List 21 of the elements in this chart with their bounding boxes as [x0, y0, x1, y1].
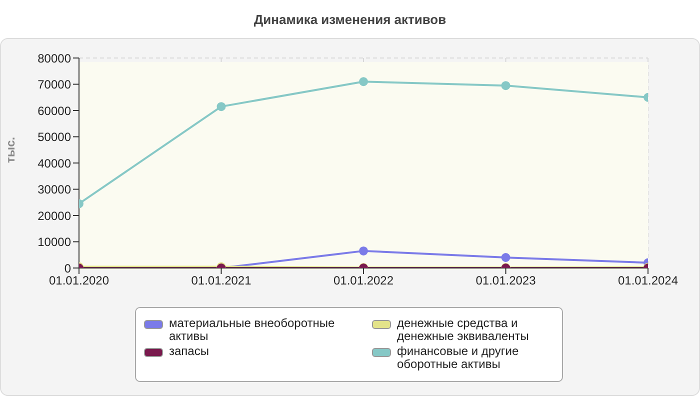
x-tick-label: 01.01.2021	[191, 274, 252, 288]
x-tick-label: 01.01.2024	[618, 274, 678, 288]
point	[216, 102, 226, 112]
y-tick-label: 30000	[38, 182, 72, 197]
legend-label: финансовые и другие оборотные активы	[397, 344, 520, 371]
legend-label: запасы	[169, 344, 210, 358]
x-tick-label: 01.01.2023	[476, 274, 536, 288]
y-tick-label: 70000	[38, 78, 72, 92]
point	[501, 81, 510, 90]
y-tick-label: 80000	[38, 51, 72, 66]
y-tick-label: 0	[64, 261, 72, 276]
y-tick-label: 20000	[38, 208, 72, 223]
point	[359, 77, 368, 86]
y-tick-label: 50000	[38, 130, 72, 144]
x-tick-label: 01.01.2020	[48, 274, 110, 288]
y-tick-label: 40000	[38, 156, 72, 170]
chart-title: Динамика изменения активов	[252, 12, 448, 27]
x-tick-label: 01.01.2022	[333, 274, 394, 288]
y-axis-title: тыс.	[3, 136, 18, 163]
y-tick-label: 60000	[38, 104, 72, 118]
y-tick-label: 10000	[38, 235, 72, 250]
